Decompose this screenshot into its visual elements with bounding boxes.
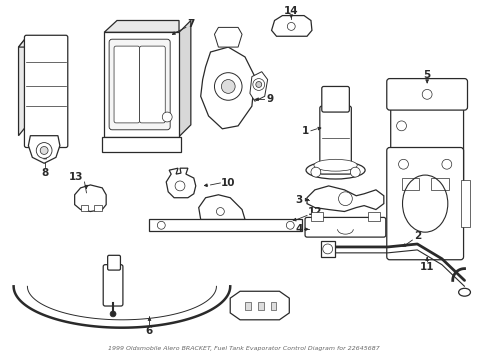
Circle shape bbox=[214, 73, 242, 100]
Ellipse shape bbox=[313, 159, 357, 171]
Bar bbox=[401, 178, 418, 190]
Polygon shape bbox=[179, 21, 190, 137]
Text: 11: 11 bbox=[419, 262, 433, 272]
Bar bbox=[430, 178, 448, 190]
Bar bbox=[310, 212, 322, 221]
Text: 9: 9 bbox=[265, 94, 273, 104]
Polygon shape bbox=[271, 15, 311, 36]
Text: 10: 10 bbox=[221, 178, 235, 188]
Circle shape bbox=[287, 22, 295, 30]
FancyBboxPatch shape bbox=[140, 46, 165, 123]
Circle shape bbox=[396, 121, 406, 131]
Text: 14: 14 bbox=[284, 6, 298, 15]
Circle shape bbox=[162, 112, 172, 122]
Polygon shape bbox=[104, 21, 179, 32]
Circle shape bbox=[421, 89, 431, 99]
Polygon shape bbox=[166, 168, 195, 198]
Circle shape bbox=[36, 143, 52, 158]
FancyBboxPatch shape bbox=[109, 39, 170, 130]
Polygon shape bbox=[214, 27, 242, 47]
Circle shape bbox=[441, 159, 451, 169]
Text: 1: 1 bbox=[301, 126, 308, 136]
Polygon shape bbox=[306, 186, 383, 212]
Bar bbox=[94, 204, 102, 211]
Circle shape bbox=[322, 244, 332, 254]
Circle shape bbox=[286, 221, 294, 229]
FancyBboxPatch shape bbox=[24, 35, 68, 148]
FancyBboxPatch shape bbox=[114, 46, 140, 123]
Polygon shape bbox=[200, 47, 254, 129]
Circle shape bbox=[338, 192, 351, 206]
Text: 13: 13 bbox=[68, 172, 83, 182]
Circle shape bbox=[110, 311, 116, 317]
FancyBboxPatch shape bbox=[390, 98, 463, 185]
Bar bbox=[81, 204, 88, 211]
Circle shape bbox=[349, 167, 360, 177]
Bar bbox=[244, 302, 250, 310]
FancyBboxPatch shape bbox=[386, 78, 467, 110]
Circle shape bbox=[398, 159, 407, 169]
Circle shape bbox=[40, 147, 48, 154]
Bar bbox=[460, 180, 469, 227]
Polygon shape bbox=[198, 195, 244, 219]
FancyBboxPatch shape bbox=[103, 265, 122, 306]
Text: 8: 8 bbox=[41, 168, 49, 178]
Circle shape bbox=[216, 208, 224, 215]
Circle shape bbox=[252, 78, 264, 90]
FancyBboxPatch shape bbox=[305, 217, 385, 237]
Polygon shape bbox=[230, 291, 289, 320]
Bar bbox=[102, 137, 181, 152]
Text: 3: 3 bbox=[295, 195, 302, 205]
Bar bbox=[149, 219, 302, 231]
Circle shape bbox=[255, 82, 261, 87]
Text: 12: 12 bbox=[307, 207, 322, 217]
Bar bbox=[367, 212, 379, 221]
Ellipse shape bbox=[305, 161, 365, 179]
FancyBboxPatch shape bbox=[319, 106, 350, 174]
Text: 7: 7 bbox=[187, 19, 194, 30]
Bar bbox=[270, 302, 276, 310]
FancyBboxPatch shape bbox=[386, 148, 463, 260]
Circle shape bbox=[175, 181, 184, 191]
Text: 4: 4 bbox=[295, 224, 302, 234]
Text: 1999 Oldsmobile Alero BRACKET, Fuel Tank Evaporator Control Diagram for 22645687: 1999 Oldsmobile Alero BRACKET, Fuel Tank… bbox=[108, 346, 379, 351]
Bar bbox=[320, 241, 334, 257]
Polygon shape bbox=[249, 72, 267, 101]
Text: 6: 6 bbox=[145, 326, 153, 336]
Bar bbox=[257, 302, 263, 310]
Text: 2: 2 bbox=[413, 231, 420, 241]
Circle shape bbox=[221, 80, 235, 93]
Circle shape bbox=[310, 167, 320, 177]
Bar bbox=[104, 32, 179, 137]
Polygon shape bbox=[75, 185, 106, 212]
Ellipse shape bbox=[458, 288, 469, 296]
FancyBboxPatch shape bbox=[321, 86, 348, 112]
Polygon shape bbox=[28, 136, 60, 163]
Circle shape bbox=[157, 221, 165, 229]
Polygon shape bbox=[19, 37, 26, 136]
Polygon shape bbox=[19, 37, 66, 47]
Text: 5: 5 bbox=[423, 69, 430, 80]
FancyBboxPatch shape bbox=[107, 255, 120, 270]
